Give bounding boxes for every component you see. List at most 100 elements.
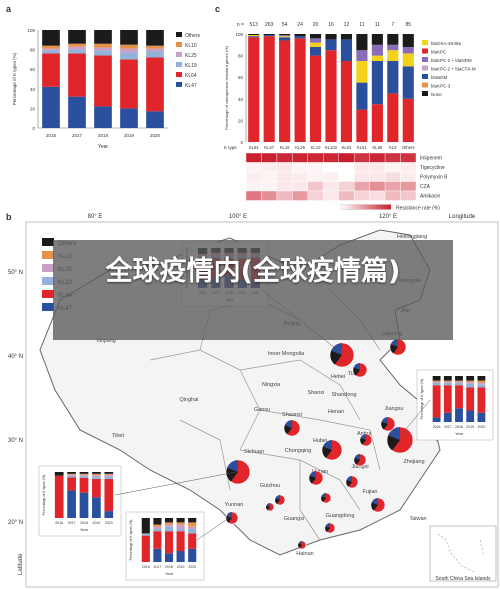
- pie-wedge: [371, 502, 378, 511]
- mini-bar-segment: [432, 417, 441, 422]
- mini-bar-segment: [153, 524, 162, 527]
- legend-swatch: [42, 290, 54, 298]
- count-label: 11: [375, 22, 380, 28]
- heatmap-cell: [353, 171, 370, 182]
- mini-x-tick: 2017: [444, 425, 452, 429]
- bar-segment: [248, 36, 260, 38]
- mini-bar-segment: [153, 526, 162, 529]
- mini-bar-segment: [432, 382, 441, 386]
- bar-segment: [94, 106, 112, 128]
- legend-swatch: [42, 277, 54, 285]
- y-tick-label: 80: [30, 48, 36, 53]
- mini-x-tick: 2018: [80, 521, 88, 525]
- mini-bar-segment: [67, 475, 76, 478]
- pie-wedge: [390, 339, 398, 347]
- mini-bar-segment: [67, 490, 76, 518]
- bar-segment: [68, 53, 86, 97]
- y-axis-label: Percentage of carbapenem-resistant genes…: [224, 45, 229, 130]
- inset-boundary: [437, 533, 485, 573]
- legend-label: blaKPC-2 + blaCTX-M: [431, 67, 476, 72]
- pie-wedge: [330, 350, 342, 365]
- region-label: Zhejiang: [403, 459, 424, 465]
- legend-label: blaNDM: [431, 75, 448, 80]
- mini-x-tick: 2019: [466, 425, 474, 429]
- bar-segment: [146, 48, 164, 52]
- region-label: Qinghai: [180, 397, 199, 403]
- heatmap-cell: [338, 190, 355, 201]
- bar-segment: [68, 46, 86, 50]
- mini-bar-segment: [67, 474, 76, 476]
- bar-segment: [387, 34, 399, 45]
- count-label: 11: [359, 22, 364, 28]
- heatmap-cell: [261, 190, 278, 201]
- x-axis-label: Year: [98, 144, 108, 150]
- latitude-tick: 50° N: [8, 270, 23, 276]
- pie-wedge: [321, 496, 326, 502]
- region-label: Henan: [328, 409, 344, 415]
- y-tick-label: 40: [30, 87, 36, 92]
- n-label: n =: [237, 22, 244, 28]
- legend-swatch: [176, 32, 182, 37]
- count-label: 7: [391, 22, 394, 28]
- mini-bar-segment: [455, 382, 463, 386]
- pie-wedge: [226, 467, 238, 482]
- region-label: Inner Mongolia: [268, 351, 305, 357]
- mini-bar-segment: [455, 376, 463, 381]
- pie-wedge: [284, 425, 292, 435]
- mini-bar-segment: [188, 548, 197, 562]
- x-tick-label: Others: [402, 145, 415, 150]
- province-boundary: [259, 409, 381, 471]
- mini-bar-segment: [164, 518, 174, 523]
- count-label: 513: [250, 22, 259, 28]
- region-label: Guangdong: [326, 513, 355, 519]
- mini-x-tick: 2019: [177, 565, 185, 569]
- mini-bar-segment: [92, 472, 101, 474]
- legend-swatch: [176, 72, 182, 77]
- region-label: Shandong: [331, 392, 356, 398]
- mini-bar-segment: [104, 476, 114, 479]
- x-tick-label: KL25: [295, 145, 305, 150]
- heatmap-cell: [323, 162, 339, 173]
- pie-wedge: [360, 434, 366, 440]
- legend-swatch: [176, 42, 182, 47]
- heatmap-cell: [245, 162, 262, 173]
- heatmap-cell: [400, 171, 417, 182]
- heatmap-cell: [353, 181, 370, 192]
- mini-x-label: Year: [80, 527, 89, 532]
- drug-label: Polymyxin B: [420, 175, 448, 181]
- legend-label: blaOXA-48-like: [431, 41, 462, 46]
- mini-bar-segment: [188, 533, 197, 549]
- inset-caption: South China Sea Islands: [435, 576, 491, 582]
- x-tick-label: 2017: [72, 133, 83, 138]
- heatmap-cell: [261, 152, 278, 163]
- heatmap-cell: [384, 181, 401, 192]
- y-tick-label: 40: [238, 97, 244, 102]
- pie-wedge: [309, 475, 316, 484]
- longitude-tick: 100° E: [229, 214, 247, 220]
- heatmap-cell: [292, 190, 309, 201]
- bar-segment: [42, 45, 60, 49]
- mini-x-tick: 2020: [188, 565, 196, 569]
- pie-wedge: [388, 427, 400, 440]
- pie-wedge: [387, 435, 400, 451]
- leader-line: [401, 399, 431, 435]
- bar-segment: [94, 50, 112, 56]
- mini-bar-segment: [67, 473, 76, 475]
- legend-swatch: [422, 74, 428, 79]
- x-tick-label: KL47: [264, 145, 274, 150]
- legend-swatch: [422, 48, 428, 54]
- count-label: 20: [313, 22, 319, 28]
- mini-x-label: Year: [455, 431, 464, 436]
- bar-segment: [294, 36, 306, 39]
- bar-segment: [42, 30, 60, 46]
- mini-bar-segment: [432, 380, 441, 382]
- heatmap-cell: [384, 152, 401, 163]
- bar-segment: [68, 96, 86, 128]
- region-label: Jiangxi: [351, 464, 368, 470]
- region-label: Xinjiang: [96, 338, 116, 344]
- legend-label: KL25: [185, 53, 197, 59]
- region-label: Shaanxi: [282, 412, 302, 418]
- mini-bar-segment: [104, 478, 114, 512]
- heatmap-cell: [369, 162, 386, 173]
- mini-bar-segment: [432, 376, 441, 381]
